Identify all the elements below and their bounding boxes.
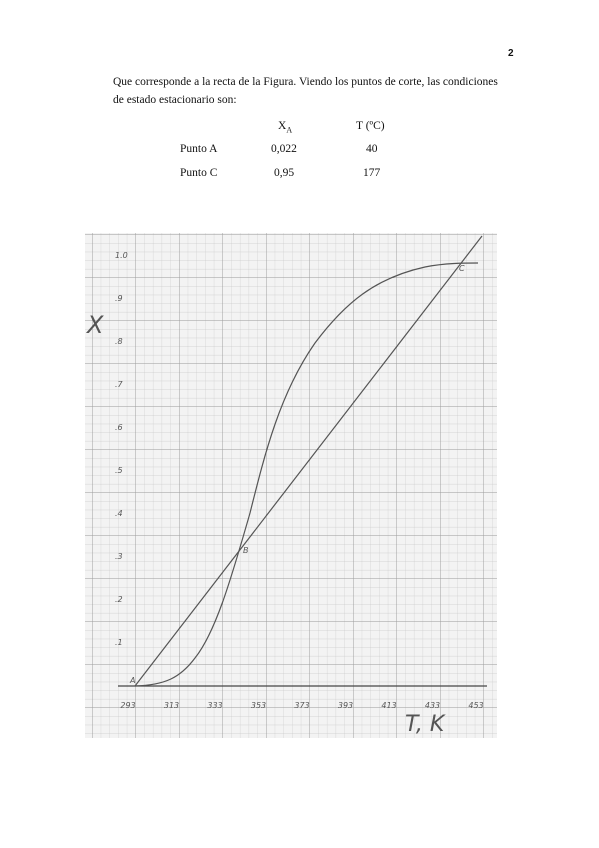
y-label: .2 bbox=[115, 595, 123, 604]
y-label: .7 bbox=[115, 380, 124, 389]
y-label: .9 bbox=[115, 294, 123, 303]
table-header: T (ºC) bbox=[356, 120, 385, 132]
x-label: 413 bbox=[381, 701, 396, 710]
paragraph-line: Que corresponde a la recta de la Figura.… bbox=[113, 76, 498, 88]
x-subscript: A bbox=[286, 125, 293, 135]
x-label: 333 bbox=[207, 701, 222, 710]
y-label: .5 bbox=[115, 466, 123, 475]
x-label: 293 bbox=[120, 701, 135, 710]
table-cell: 40 bbox=[366, 143, 378, 155]
x-label: 393 bbox=[338, 701, 353, 710]
x-label: 313 bbox=[164, 701, 179, 710]
paragraph-line: de estado estacionario son: bbox=[113, 94, 237, 106]
table-cell: 0,022 bbox=[271, 143, 297, 155]
x-label: 353 bbox=[251, 701, 266, 710]
table-cell: 0,95 bbox=[274, 167, 295, 179]
x-label: 433 bbox=[425, 701, 440, 710]
grid-major bbox=[85, 233, 497, 738]
x-axis-label: T, K bbox=[405, 712, 446, 737]
y-label: .1 bbox=[115, 638, 123, 647]
table-header: XA bbox=[278, 120, 292, 134]
energy-curve bbox=[134, 262, 479, 687]
y-label: .8 bbox=[115, 337, 123, 346]
y-label: .4 bbox=[115, 509, 123, 518]
y-axis-label: X bbox=[85, 311, 104, 339]
y-label: 1.0 bbox=[115, 251, 128, 260]
figure: 293 313 333 353 373 393 413 433 453 .1 .2 .3 .4 .5 .6.… bbox=[85, 233, 497, 738]
point-label: C bbox=[459, 264, 465, 273]
table-cell: Punto C bbox=[180, 167, 218, 179]
x-label: 453 bbox=[468, 701, 483, 710]
page-number: 2 bbox=[508, 48, 514, 59]
y-label: .6 bbox=[115, 423, 123, 432]
point-label: A bbox=[129, 676, 135, 685]
point-label: B bbox=[243, 546, 249, 555]
x-label: 373 bbox=[294, 701, 309, 710]
y-label: .3 bbox=[115, 552, 123, 561]
operating-line bbox=[134, 235, 483, 687]
table-cell: 177 bbox=[363, 167, 381, 179]
x-symbol: X bbox=[278, 120, 287, 132]
table-cell: Punto A bbox=[180, 143, 218, 155]
